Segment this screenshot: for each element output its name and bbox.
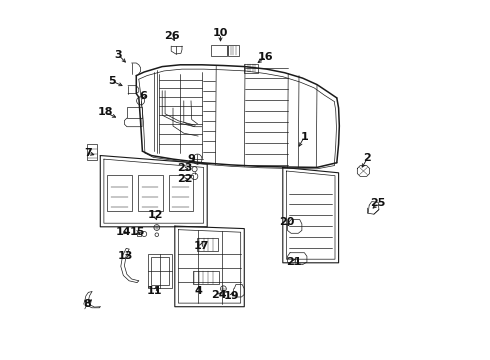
Bar: [127, 107, 142, 118]
Text: 26: 26: [165, 31, 180, 41]
Bar: [107, 175, 132, 211]
Bar: [137, 232, 141, 236]
Text: 3: 3: [115, 50, 122, 60]
Text: 15: 15: [129, 227, 145, 237]
Text: 1: 1: [300, 132, 308, 142]
Text: 11: 11: [147, 286, 162, 296]
Text: 18: 18: [98, 107, 113, 117]
Bar: [151, 257, 170, 285]
Text: 4: 4: [194, 286, 202, 296]
Text: 16: 16: [258, 52, 274, 62]
Text: 14: 14: [116, 227, 131, 237]
Bar: [211, 45, 227, 56]
Bar: [193, 271, 219, 284]
Bar: [169, 175, 193, 211]
Text: 7: 7: [85, 148, 92, 158]
Text: 8: 8: [84, 299, 92, 309]
Text: 12: 12: [147, 210, 163, 220]
Text: 25: 25: [370, 198, 386, 208]
Bar: [197, 238, 219, 251]
Text: 22: 22: [177, 174, 192, 184]
Bar: [138, 175, 163, 211]
Bar: [228, 45, 239, 56]
Bar: [148, 254, 172, 288]
Bar: [245, 64, 258, 73]
Text: 5: 5: [108, 76, 116, 86]
Text: 10: 10: [213, 28, 228, 39]
Text: 17: 17: [194, 240, 209, 251]
Text: 6: 6: [140, 91, 147, 102]
Text: 20: 20: [279, 217, 294, 228]
Text: 23: 23: [177, 163, 192, 174]
Text: 2: 2: [364, 153, 371, 163]
Text: 13: 13: [118, 251, 133, 261]
Text: 19: 19: [223, 291, 239, 301]
Text: 9: 9: [187, 154, 195, 165]
Text: 24: 24: [211, 290, 227, 300]
Text: 21: 21: [286, 257, 301, 267]
Bar: [87, 144, 98, 160]
